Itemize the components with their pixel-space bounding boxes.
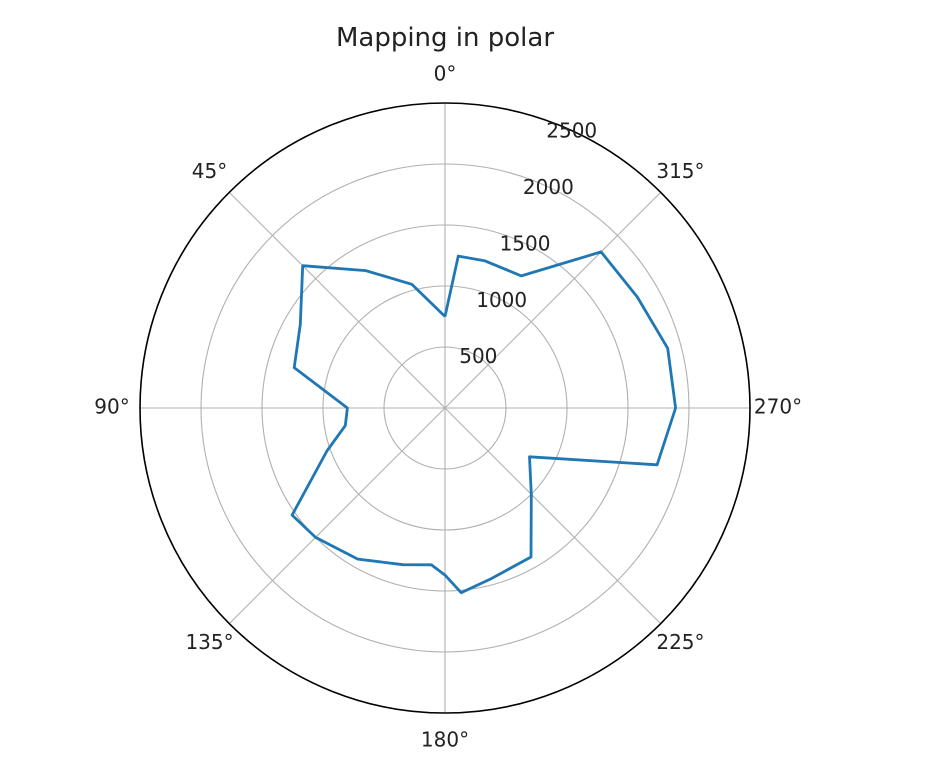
theta-gridline-225 [444, 407, 662, 625]
r-tick-label-2000: 2000 [523, 175, 574, 199]
theta-tick-label-225: 225° [656, 630, 704, 654]
series-line-0 [290, 250, 677, 595]
theta-gridline-135 [228, 407, 446, 625]
tick-labels: 0° 45° 90° 135° 180° 225° 270° 315° 500 1000 1500 2… [94, 62, 802, 752]
theta-tick-label-315: 315° [656, 159, 704, 183]
polar-grid [139, 102, 751, 714]
theta-tick-label-0: 0° [434, 62, 457, 86]
polar-frame [139, 102, 751, 714]
theta-tick-label-270: 270° [754, 395, 802, 419]
r-tick-label-500: 500 [459, 344, 497, 368]
theta-gridline-45 [228, 191, 446, 409]
r-tick-label-2500: 2500 [546, 119, 597, 143]
r-tick-label-1500: 1500 [500, 231, 551, 255]
theta-tick-label-45: 45° [192, 159, 227, 183]
theta-tick-label-180: 180° [421, 728, 469, 752]
theta-tick-label-135: 135° [185, 630, 233, 654]
theta-tick-label-90: 90° [94, 395, 129, 419]
chart-title: Mapping in polar [336, 23, 554, 53]
theta-gridline-315 [444, 191, 662, 409]
r-tick-label-1000: 1000 [476, 288, 527, 312]
series-layer [290, 250, 677, 595]
